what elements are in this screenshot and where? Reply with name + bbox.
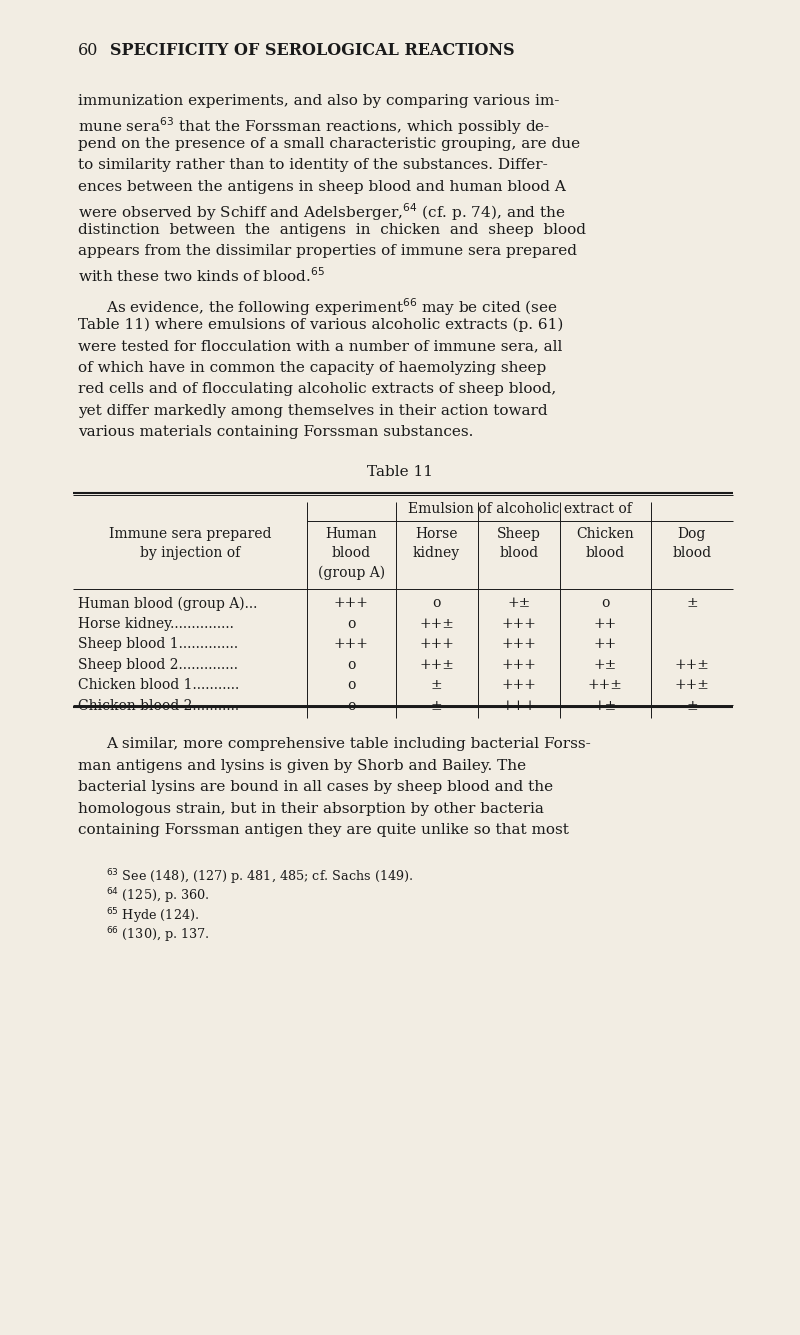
Text: of which have in common the capacity of haemolyzing sheep: of which have in common the capacity of … — [78, 360, 546, 375]
Text: were tested for flocculation with a number of immune sera, all: were tested for flocculation with a numb… — [78, 339, 562, 354]
Text: Immune sera prepared: Immune sera prepared — [109, 527, 271, 542]
Text: ++: ++ — [594, 638, 617, 651]
Text: Horse: Horse — [415, 527, 458, 542]
Text: $^{65}$ Hyde (124).: $^{65}$ Hyde (124). — [106, 906, 199, 925]
Text: +±: +± — [594, 658, 617, 672]
Text: ++±: ++± — [674, 678, 710, 693]
Text: A similar, more comprehensive table including bacterial Forss-: A similar, more comprehensive table incl… — [106, 737, 590, 752]
Text: o: o — [347, 617, 355, 631]
Text: +++: +++ — [502, 658, 536, 672]
Text: Chicken blood 1...........: Chicken blood 1........... — [78, 678, 239, 693]
Text: ++±: ++± — [674, 658, 710, 672]
Text: red cells and of flocculating alcoholic extracts of sheep blood,: red cells and of flocculating alcoholic … — [78, 383, 556, 396]
Text: +++: +++ — [419, 638, 454, 651]
Text: Table 11: Table 11 — [367, 465, 433, 479]
Text: ±: ± — [431, 700, 442, 713]
Text: Sheep blood 2..............: Sheep blood 2.............. — [78, 658, 238, 672]
Text: +±: +± — [507, 597, 530, 610]
Text: were observed by Schiff and Adelsberger,$^{64}$ (cf. p. 74), and the: were observed by Schiff and Adelsberger,… — [78, 202, 566, 223]
Text: ±: ± — [686, 700, 698, 713]
Text: Chicken: Chicken — [577, 527, 634, 542]
Text: Table 11) where emulsions of various alcoholic extracts (p. 61): Table 11) where emulsions of various alc… — [78, 318, 563, 332]
Text: Sheep blood 1..............: Sheep blood 1.............. — [78, 638, 238, 651]
Text: immunization experiments, and also by comparing various im-: immunization experiments, and also by co… — [78, 93, 559, 108]
Text: o: o — [601, 597, 610, 610]
Text: $^{63}$ See (148), (127) p. 481, 485; cf. Sachs (149).: $^{63}$ See (148), (127) p. 481, 485; cf… — [106, 866, 414, 886]
Text: ++±: ++± — [419, 617, 454, 631]
Text: by injection of: by injection of — [140, 546, 240, 561]
Text: mune sera$^{63}$ that the Forssman reactions, which possibly de-: mune sera$^{63}$ that the Forssman react… — [78, 116, 550, 138]
Text: various materials containing Forssman substances.: various materials containing Forssman su… — [78, 426, 474, 439]
Text: 60: 60 — [78, 41, 98, 59]
Text: kidney: kidney — [413, 546, 460, 561]
Text: ++±: ++± — [419, 658, 454, 672]
Text: with these two kinds of blood.$^{65}$: with these two kinds of blood.$^{65}$ — [78, 266, 325, 284]
Text: +++: +++ — [502, 638, 536, 651]
Text: (group A): (group A) — [318, 566, 385, 579]
Text: bacterial lysins are bound in all cases by sheep blood and the: bacterial lysins are bound in all cases … — [78, 781, 553, 794]
Text: blood: blood — [331, 546, 370, 561]
Text: distinction  between  the  antigens  in  chicken  and  sheep  blood: distinction between the antigens in chic… — [78, 223, 586, 238]
Text: to similarity rather than to identity of the substances. Differ-: to similarity rather than to identity of… — [78, 159, 548, 172]
Text: +++: +++ — [502, 678, 536, 693]
Text: +++: +++ — [334, 638, 369, 651]
Text: As evidence, the following experiment$^{66}$ may be cited (see: As evidence, the following experiment$^{… — [106, 296, 558, 318]
Text: Emulsion of alcoholic extract of: Emulsion of alcoholic extract of — [408, 502, 632, 517]
Text: man antigens and lysins is given by Shorb and Bailey. The: man antigens and lysins is given by Shor… — [78, 760, 526, 773]
Text: SPECIFICITY OF SEROLOGICAL REACTIONS: SPECIFICITY OF SEROLOGICAL REACTIONS — [110, 41, 514, 59]
Text: Human: Human — [326, 527, 377, 542]
Text: o: o — [433, 597, 441, 610]
Text: $^{64}$ (125), p. 360.: $^{64}$ (125), p. 360. — [106, 886, 210, 906]
Text: ++: ++ — [594, 617, 617, 631]
Text: o: o — [347, 678, 355, 693]
Text: ++±: ++± — [588, 678, 622, 693]
Text: appears from the dissimilar properties of immune sera prepared: appears from the dissimilar properties o… — [78, 244, 577, 259]
Text: +++: +++ — [502, 617, 536, 631]
Text: Human blood (group A)...: Human blood (group A)... — [78, 597, 258, 611]
Text: +++: +++ — [334, 597, 369, 610]
Text: $^{66}$ (130), p. 137.: $^{66}$ (130), p. 137. — [106, 925, 210, 945]
Text: ±: ± — [431, 678, 442, 693]
Text: yet differ markedly among themselves in their action toward: yet differ markedly among themselves in … — [78, 405, 548, 418]
Text: Horse kidney...............: Horse kidney............... — [78, 617, 234, 631]
Text: +±: +± — [594, 700, 617, 713]
Text: ±: ± — [686, 597, 698, 610]
Text: homologous strain, but in their absorption by other bacteria: homologous strain, but in their absorpti… — [78, 802, 544, 816]
Text: blood: blood — [499, 546, 538, 561]
Text: Chicken blood 2...........: Chicken blood 2........... — [78, 700, 239, 713]
Text: Dog: Dog — [678, 527, 706, 542]
Text: ences between the antigens in sheep blood and human blood A: ences between the antigens in sheep bloo… — [78, 180, 566, 194]
Text: Sheep: Sheep — [497, 527, 541, 542]
Text: blood: blood — [586, 546, 625, 561]
Text: pend on the presence of a small characteristic grouping, are due: pend on the presence of a small characte… — [78, 138, 580, 151]
Text: +++: +++ — [502, 700, 536, 713]
Text: o: o — [347, 658, 355, 672]
Text: o: o — [347, 700, 355, 713]
Text: containing Forssman antigen they are quite unlike so that most: containing Forssman antigen they are qui… — [78, 824, 569, 837]
Text: blood: blood — [673, 546, 711, 561]
